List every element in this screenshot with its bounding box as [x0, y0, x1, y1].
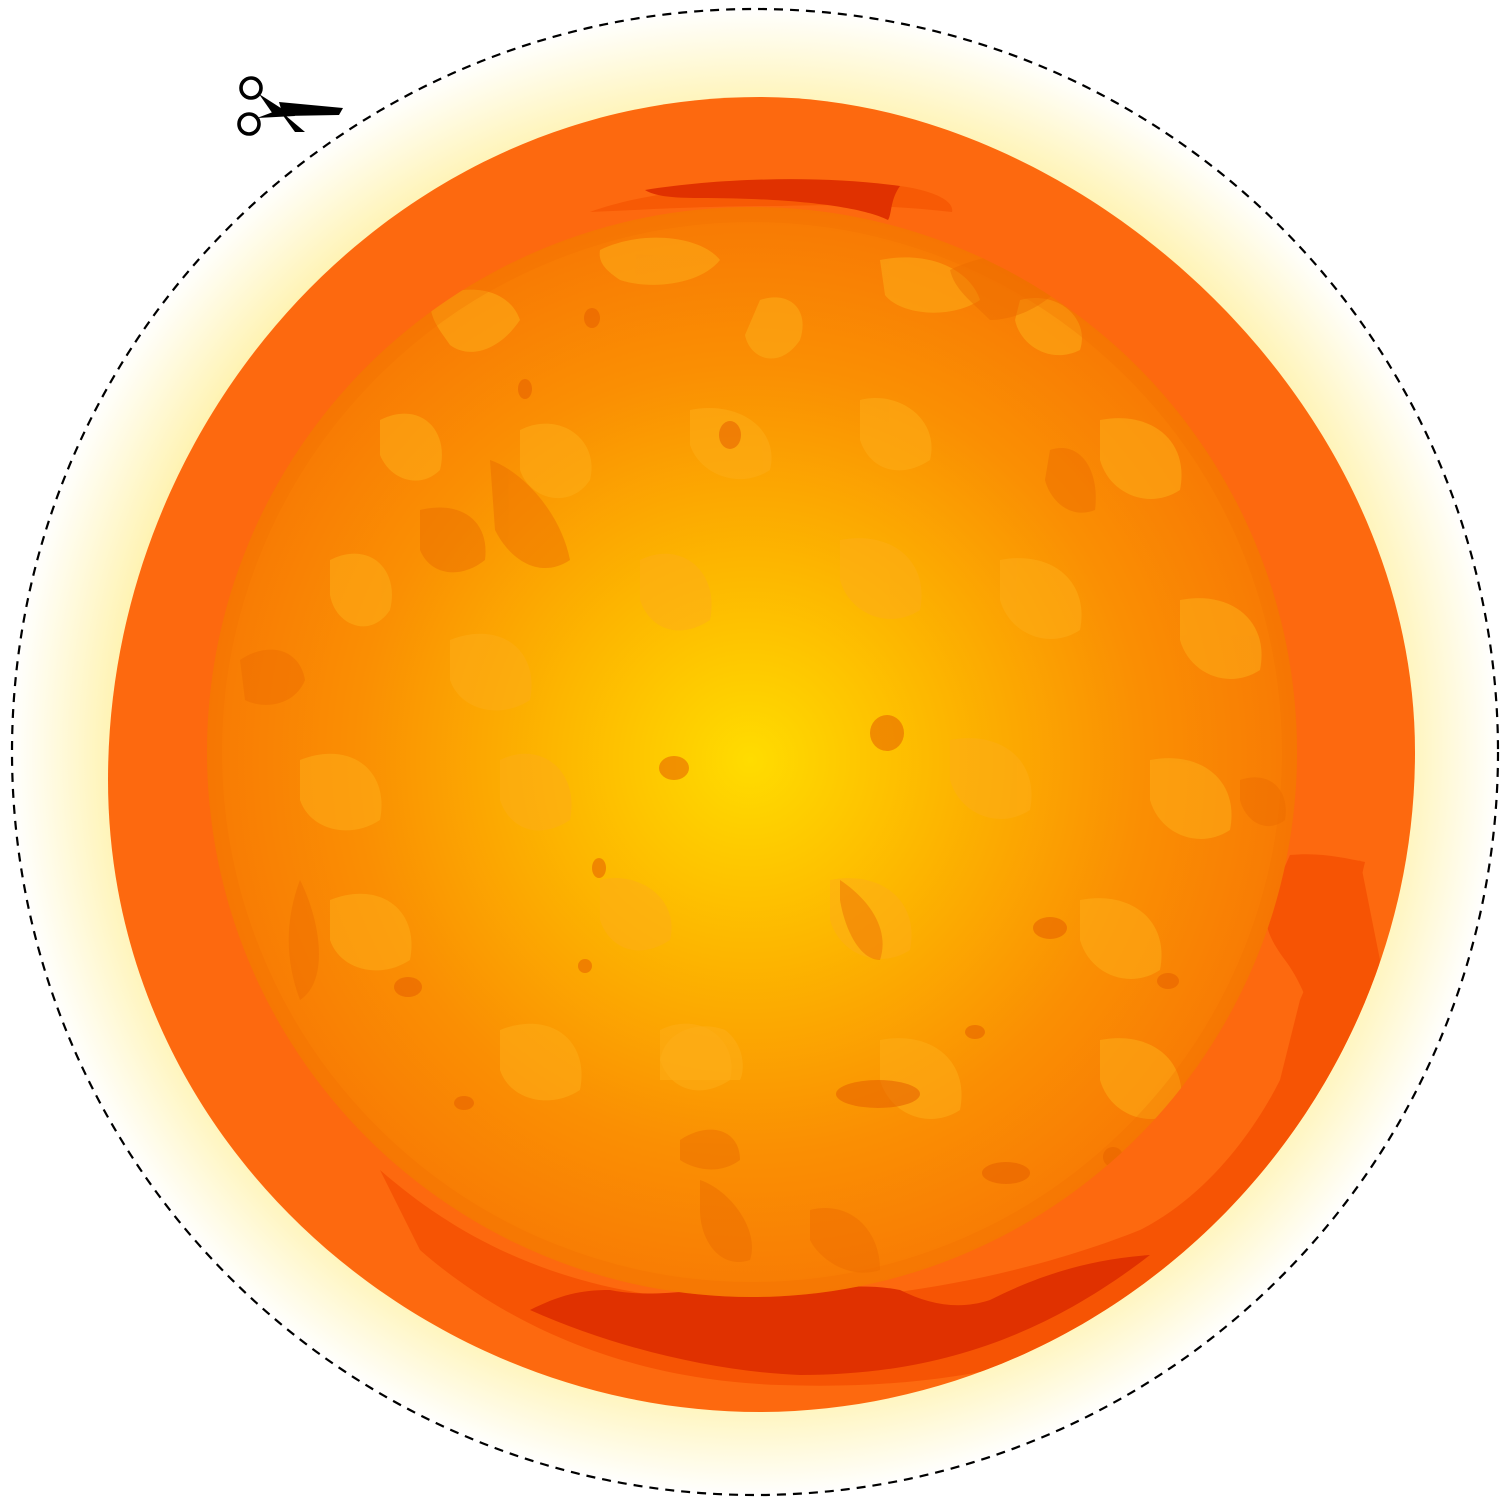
- surface-texture: [207, 207, 1297, 1297]
- lower-flare-deep: [530, 1255, 1150, 1375]
- top-flare-deep: [645, 179, 900, 220]
- scissors-icon: [237, 76, 343, 136]
- sun-core: [207, 207, 1297, 1297]
- cut-line: [10, 7, 1500, 1497]
- right-flare: [1265, 854, 1365, 1040]
- lower-flare-band: [380, 860, 1380, 1386]
